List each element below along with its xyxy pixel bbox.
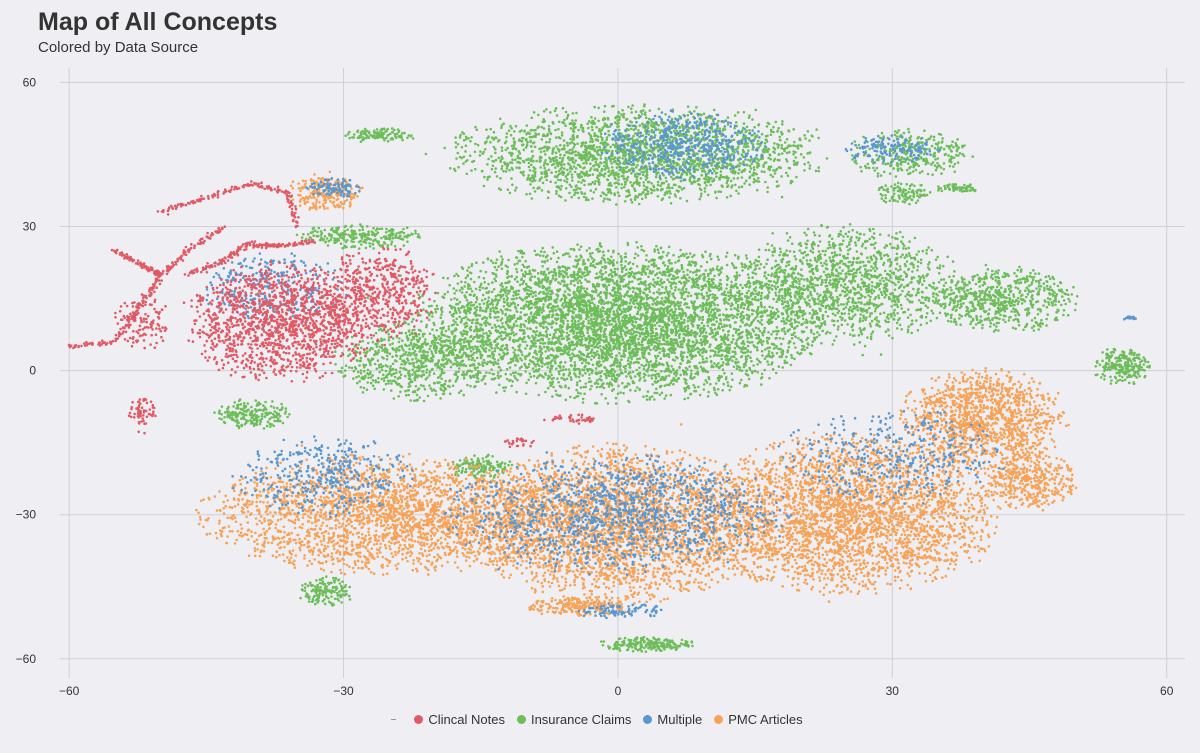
legend: Clincal Notes Insurance Claims Multiple … (0, 712, 1200, 727)
chart-subtitle: Colored by Data Source (38, 39, 199, 56)
series-clincal-notes (67, 180, 595, 449)
legend-item-clincal-notes[interactable]: Clincal Notes (414, 712, 505, 727)
legend-marker (391, 719, 397, 720)
series-pmc-articles (195, 170, 1078, 617)
legend-swatch (414, 715, 424, 724)
legend-item-insurance-claims[interactable]: Insurance Claims (516, 712, 632, 727)
legend-label: Insurance Claims (530, 712, 632, 727)
grid (60, 68, 1185, 678)
legend-swatch (643, 715, 653, 724)
y-tick-label: 0 (29, 364, 36, 378)
legend-label: PMC Articles (728, 712, 803, 727)
legend-swatch (516, 715, 526, 724)
y-axis-ticks: −60 −30 0 30 60 (16, 75, 37, 665)
legend-item-pmc-articles[interactable]: PMC Articles (714, 712, 803, 727)
x-tick-label: −60 (59, 684, 80, 698)
y-tick-label: 30 (23, 220, 37, 234)
scatter-points (213, 103, 1152, 653)
x-axis-ticks: −60 −30 0 30 60 (59, 684, 1174, 698)
legend-swatch (714, 715, 724, 724)
legend-item-multiple[interactable]: Multiple (643, 712, 702, 727)
y-tick-label: −60 (16, 652, 37, 666)
scatter-points (195, 170, 1078, 617)
legend-label: Clincal Notes (428, 712, 505, 727)
y-tick-label: −30 (16, 508, 37, 522)
legend-label: Multiple (657, 712, 703, 727)
chart-title: Map of All Concepts (38, 8, 278, 36)
data-points (67, 103, 1152, 653)
y-tick-label: 60 (23, 75, 37, 89)
scatter-points (67, 180, 595, 449)
series-insurance-claims (213, 103, 1152, 653)
x-tick-label: 60 (1160, 684, 1174, 698)
x-tick-label: −30 (333, 684, 354, 698)
x-tick-label: 30 (886, 684, 900, 698)
x-tick-label: 0 (615, 684, 622, 698)
